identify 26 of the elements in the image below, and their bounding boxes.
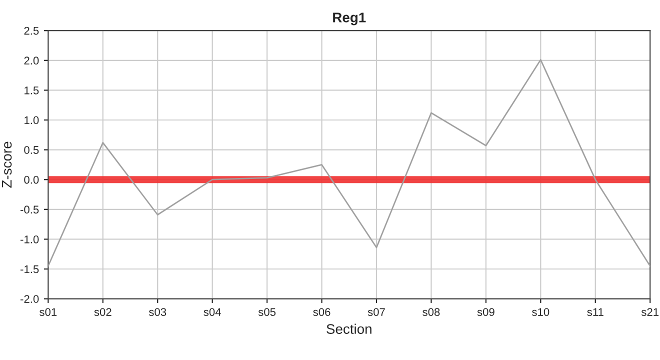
y-tick-label: -0.5: [20, 206, 39, 214]
y-tick-label: 2.0: [24, 56, 39, 65]
x-tick-label: s08: [422, 308, 440, 316]
x-tick-label: s07: [368, 308, 385, 316]
x-tick-label: s06: [313, 308, 330, 316]
x-tick-label: s11: [587, 308, 604, 316]
x-tick-label: s10: [532, 308, 550, 316]
x-axis-title: Section: [326, 324, 372, 334]
y-tick-label: -1.0: [20, 235, 39, 244]
y-tick-label: -1.5: [20, 265, 39, 274]
x-tick-label: s09: [477, 308, 494, 316]
x-tick-label: s03: [148, 308, 166, 316]
y-tick-label: 0.0: [24, 176, 39, 184]
y-tick-label: 0.5: [24, 146, 39, 154]
y-tick-label: 2.5: [24, 26, 39, 35]
x-tick-label: s02: [94, 308, 112, 316]
y-tick-label: 1.0: [24, 116, 39, 124]
y-tick-label: 1.5: [24, 86, 39, 94]
x-tick-label: s21: [641, 308, 659, 316]
line-series: [48, 59, 650, 267]
x-tick-label: s05: [258, 308, 276, 316]
y-tick-label: -2.0: [20, 295, 39, 303]
x-tick-label: s01: [40, 308, 57, 316]
y-axis-title: Z-score: [2, 142, 12, 188]
x-tick-label: s04: [204, 308, 221, 316]
chart-title: Reg1: [333, 12, 366, 26]
